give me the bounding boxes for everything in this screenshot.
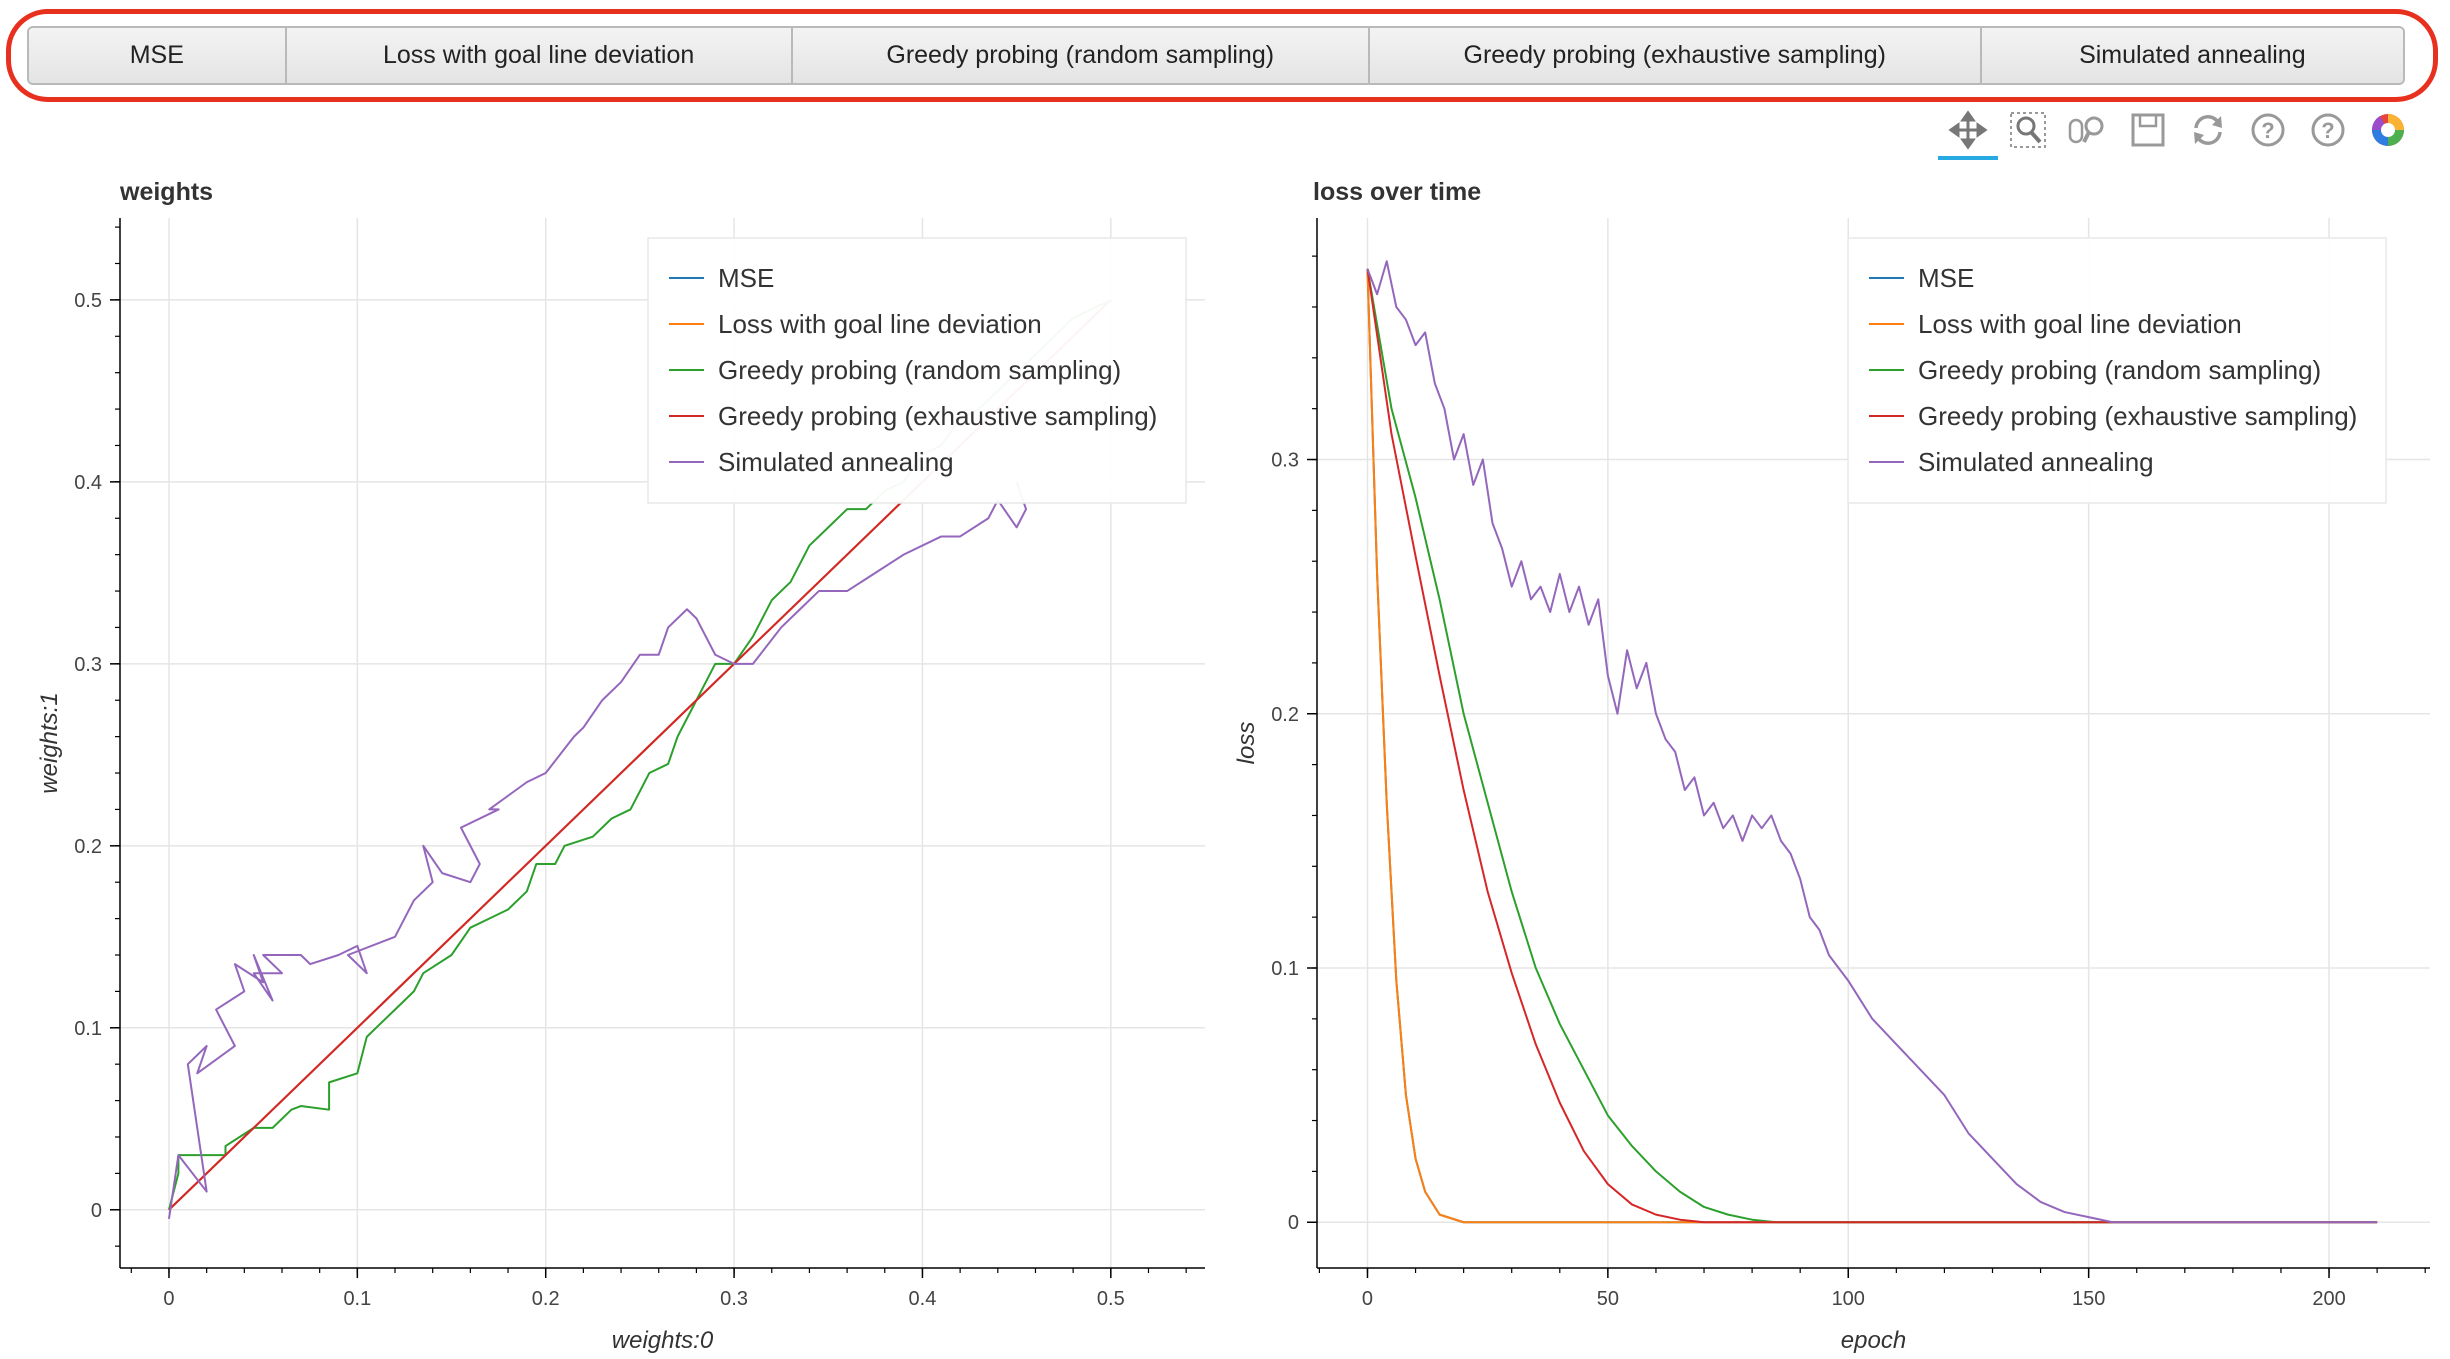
x-tick-label: 100 bbox=[1832, 1288, 1865, 1310]
legend-label: Loss with goal line deviation bbox=[1918, 309, 2242, 339]
x-tick-label: 50 bbox=[1597, 1288, 1619, 1310]
legend-label: MSE bbox=[1918, 263, 1974, 293]
series-line-simulated-annealing bbox=[167, 481, 1028, 1220]
tab-bar: MSE Loss with goal line deviation Greedy… bbox=[27, 26, 2405, 85]
y-tick-label: 0.3 bbox=[1271, 450, 1299, 472]
plot-toolbar: ? ? bbox=[1938, 100, 2418, 160]
series-line-simulated-annealing bbox=[1366, 260, 2378, 1224]
y-tick-label: 0.5 bbox=[74, 290, 102, 312]
legend-label: MSE bbox=[718, 263, 774, 293]
help-icon-2[interactable]: ? bbox=[2298, 100, 2358, 160]
chart-title: loss over time bbox=[1313, 178, 1481, 206]
series-line-greedy-probing-random-sampling bbox=[1366, 268, 2378, 1224]
x-tick-label: 0.3 bbox=[720, 1288, 748, 1310]
y-tick-label: 0.2 bbox=[74, 836, 102, 858]
pan-tool-icon[interactable] bbox=[1938, 100, 1998, 160]
x-axis-label: epoch bbox=[1841, 1327, 1906, 1354]
legend-label: Simulated annealing bbox=[718, 447, 954, 477]
y-tick-label: 0 bbox=[91, 1200, 102, 1222]
x-tick-label: 200 bbox=[2312, 1288, 2345, 1310]
chart-title: weights bbox=[119, 178, 213, 206]
save-tool-icon[interactable] bbox=[2118, 100, 2178, 160]
y-tick-label: 0.3 bbox=[74, 654, 102, 676]
legend-label: Greedy probing (exhaustive sampling) bbox=[718, 401, 1157, 431]
reset-tool-icon[interactable] bbox=[2178, 100, 2238, 160]
tab-loss-goal-line[interactable]: Loss with goal line deviation bbox=[286, 28, 793, 83]
legend-label: Greedy probing (random sampling) bbox=[1918, 355, 2321, 385]
legend-label: Loss with goal line deviation bbox=[718, 309, 1042, 339]
tab-greedy-exhaustive[interactable]: Greedy probing (exhaustive sampling) bbox=[1369, 28, 1982, 83]
svg-text:?: ? bbox=[2321, 118, 2334, 143]
legend-box bbox=[647, 237, 1187, 504]
x-tick-label: 0.5 bbox=[1097, 1288, 1125, 1310]
x-tick-label: 0 bbox=[163, 1288, 174, 1310]
y-tick-label: 0.4 bbox=[74, 472, 102, 494]
x-tick-label: 0 bbox=[1362, 1288, 1373, 1310]
x-tick-label: 0.1 bbox=[343, 1288, 371, 1310]
tab-greedy-random[interactable]: Greedy probing (random sampling) bbox=[792, 28, 1370, 83]
y-tick-label: 0.1 bbox=[1271, 958, 1299, 980]
y-tick-label: 0.2 bbox=[1271, 704, 1299, 726]
legend-label: Simulated annealing bbox=[1918, 447, 2154, 477]
y-axis-label: loss bbox=[1233, 722, 1260, 765]
svg-text:?: ? bbox=[2261, 118, 2274, 143]
plot-area bbox=[1366, 260, 2378, 1224]
x-tick-label: 0.2 bbox=[532, 1288, 560, 1310]
legend-label: Greedy probing (exhaustive sampling) bbox=[1918, 401, 2357, 431]
loss-chart: 0 50 100 150 200 0 0.1 0.2 0.3 loss over time epoc… bbox=[1233, 178, 2430, 1354]
weights-chart: 0 0.1 0.2 0.3 0.4 0.5 0 0.1 0.2 0.3 0.4 0.5 weights w… bbox=[36, 178, 1205, 1354]
help-icon[interactable]: ? bbox=[2238, 100, 2298, 160]
y-tick-label: 0.1 bbox=[74, 1018, 102, 1040]
y-tick-label: 0 bbox=[1288, 1212, 1299, 1234]
wheel-zoom-tool-icon[interactable] bbox=[2058, 100, 2118, 160]
legend-box bbox=[1847, 237, 2387, 504]
series-line-loss-with-goal-line-deviation bbox=[1366, 268, 2378, 1224]
series-line-greedy-probing-exhaustive-sampling bbox=[1366, 268, 2378, 1224]
box-zoom-tool-icon[interactable] bbox=[1998, 100, 2058, 160]
tab-simulated-annealing[interactable]: Simulated annealing bbox=[1981, 28, 2403, 83]
legend-label: Greedy probing (random sampling) bbox=[718, 355, 1121, 385]
x-tick-label: 150 bbox=[2072, 1288, 2105, 1310]
tab-mse[interactable]: MSE bbox=[29, 28, 287, 83]
bokeh-logo-icon[interactable] bbox=[2358, 100, 2418, 160]
x-tick-label: 0.4 bbox=[909, 1288, 937, 1310]
highlight-outline bbox=[6, 9, 2438, 102]
y-axis-label: weights:1 bbox=[36, 692, 63, 793]
x-axis-label: weights:0 bbox=[612, 1327, 714, 1354]
